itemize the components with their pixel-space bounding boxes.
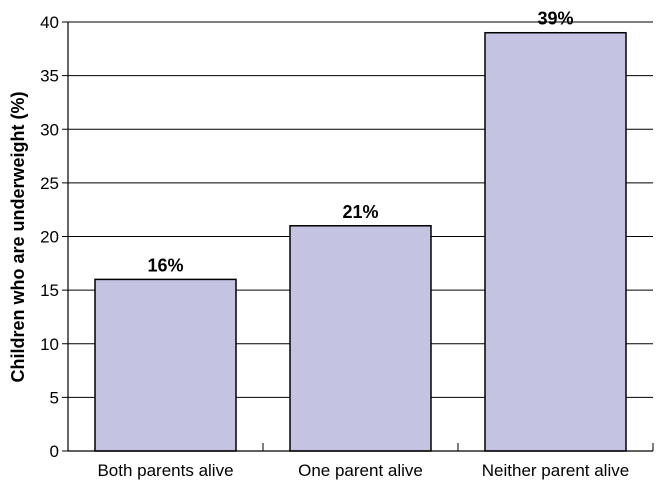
data-label: 21% bbox=[342, 202, 378, 222]
data-label: 39% bbox=[537, 9, 573, 29]
y-tick-label: 10 bbox=[40, 335, 59, 354]
y-tick-label: 40 bbox=[40, 13, 59, 32]
y-axis-title: Children who are underweight (%) bbox=[8, 91, 28, 382]
category-labels: Both parents alive One parent alive Neithe… bbox=[97, 461, 629, 480]
data-label: 16% bbox=[147, 255, 183, 275]
y-tick-label: 30 bbox=[40, 120, 59, 139]
axes bbox=[62, 21, 654, 452]
y-tick-label: 25 bbox=[40, 174, 59, 193]
category-label: Neither parent alive bbox=[482, 461, 629, 480]
y-tick-label: 5 bbox=[50, 388, 59, 407]
y-tick-label: 15 bbox=[40, 281, 59, 300]
y-tick-labels: 0 5 10 15 20 25 30 35 40 bbox=[40, 13, 59, 461]
bar-1 bbox=[94, 278, 237, 452]
y-tick-label: 0 bbox=[50, 442, 59, 461]
data-labels: 16% 21% 39% bbox=[147, 9, 573, 276]
y-tick-label: 20 bbox=[40, 228, 59, 247]
bar-3 bbox=[484, 31, 627, 452]
category-label: One parent alive bbox=[298, 461, 423, 480]
bar-2 bbox=[289, 225, 432, 452]
y-tick-label: 35 bbox=[40, 67, 59, 86]
category-label: Both parents alive bbox=[97, 461, 233, 480]
bars bbox=[94, 31, 627, 452]
